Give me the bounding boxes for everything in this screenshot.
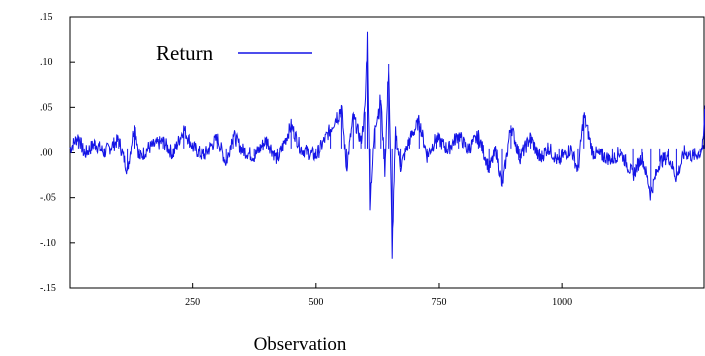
y-tick-label: .00 [40,148,53,159]
x-tick-label: 1000 [552,297,572,308]
y-tick-label: -.10 [40,238,56,249]
plot-frame [69,16,705,289]
y-tick-label: .05 [40,102,53,113]
y-tick-label: .15 [40,12,53,23]
y-tick-label: -.05 [40,193,56,204]
y-tick-label: -.15 [40,283,56,294]
legend: Return [156,41,312,65]
x-axis: 250 500 750 1000 [185,283,572,308]
x-tick-label: 500 [308,297,323,308]
x-tick-label: 250 [185,297,200,308]
x-tick-label: 750 [431,297,446,308]
y-tick-label: .10 [40,57,53,68]
y-axis: -.15 -.10 -.05 .00 .05 .10 .15 [40,12,75,294]
legend-label-return: Return [156,41,214,65]
series-line-return [69,31,705,259]
x-axis-label: Observation [254,334,347,355]
